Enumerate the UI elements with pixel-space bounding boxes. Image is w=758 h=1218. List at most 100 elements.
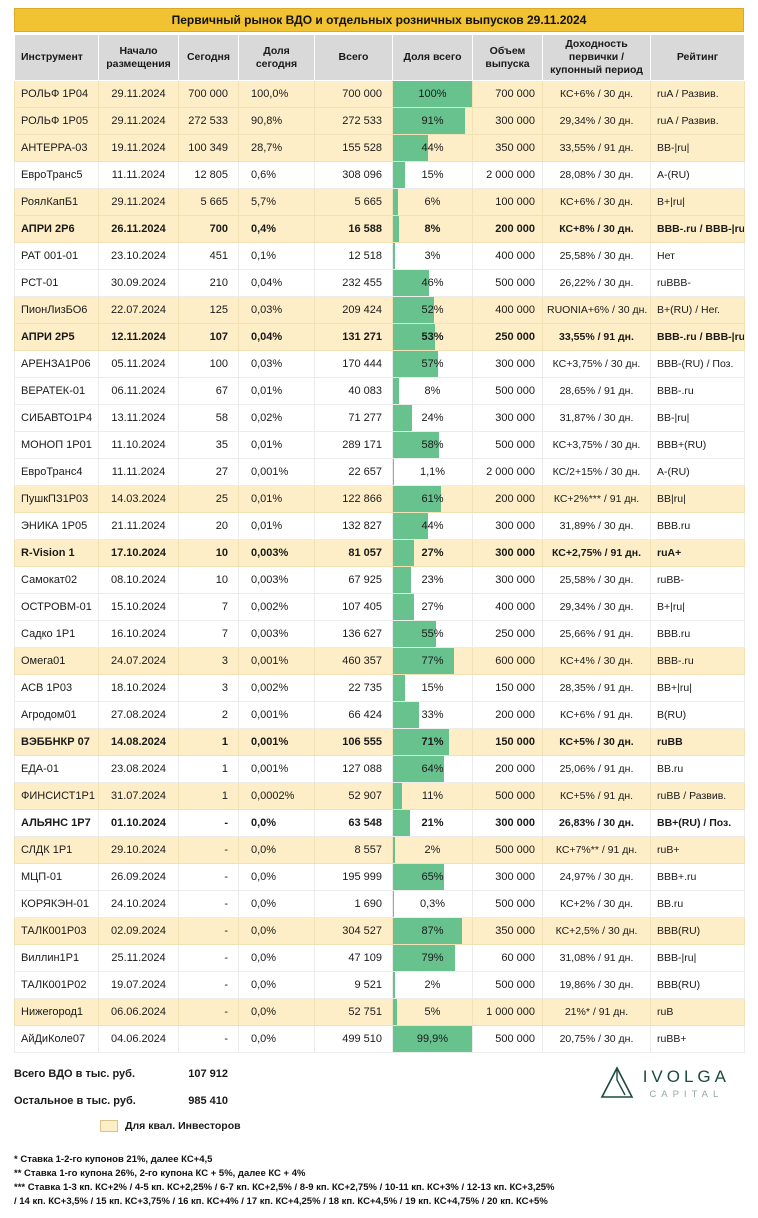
cell-share-total: 44% [393,513,473,540]
cell-share-total: 52% [393,297,473,324]
cell-instrument: Садко 1Р1 [15,621,99,648]
cell-share-today: 0,04% [239,324,315,351]
share-total-bar [393,675,405,701]
cell-share-total: 55% [393,621,473,648]
cell-today: 700 [179,216,239,243]
cell-volume: 500 000 [473,891,543,918]
col-header-today: Сегодня [179,35,239,81]
cell-total: 12 518 [315,243,393,270]
cell-total: 66 424 [315,702,393,729]
cell-rating: BB.ru [651,756,745,783]
cell-share-total: 79% [393,945,473,972]
share-total-label: 99,9% [417,1033,448,1045]
cell-total: 5 665 [315,189,393,216]
cell-volume: 2 000 000 [473,162,543,189]
cell-rating: ruBB [651,729,745,756]
cell-share-total: 58% [393,432,473,459]
cell-share-total: 100% [393,81,473,108]
cell-start-date: 25.11.2024 [99,945,179,972]
cell-coupon: 24,97% / 30 дн. [543,864,651,891]
cell-start-date: 05.11.2024 [99,351,179,378]
cell-today: 58 [179,405,239,432]
cell-total: 9 521 [315,972,393,999]
col-header-volume: Объем выпуска [473,35,543,81]
share-total-label: 5% [425,1006,441,1018]
cell-today: 5 665 [179,189,239,216]
cell-instrument: ВЕРАТЕК-01 [15,378,99,405]
cell-rating: BBB+.ru [651,864,745,891]
cell-rating: Нет [651,243,745,270]
cell-share-total: 23% [393,567,473,594]
cell-share-today: 0,04% [239,270,315,297]
cell-rating: BBB-.ru / BBB-|ru| [651,324,745,351]
cell-coupon: 29,34% / 30 дн. [543,108,651,135]
cell-volume: 400 000 [473,594,543,621]
cell-rating: BB+(RU) / Поз. [651,810,745,837]
cell-volume: 300 000 [473,405,543,432]
share-total-bar [393,972,395,998]
cell-today: 27 [179,459,239,486]
cell-share-today: 28,7% [239,135,315,162]
cell-rating: BB-|ru| [651,405,745,432]
share-total-bar [393,540,414,566]
cell-share-total: 15% [393,162,473,189]
summary-other-value: 985 410 [178,1088,238,1115]
footnote-3: *** Ставка 1-3 кп. КС+2% / 4-5 кп. КС+2,… [14,1181,559,1209]
cell-rating: ruBB+ [651,1026,745,1053]
cell-start-date: 02.09.2024 [99,918,179,945]
cell-coupon: КС+6% / 30 дн. [543,189,651,216]
share-total-label: 64% [421,763,443,775]
cell-share-total: 0,3% [393,891,473,918]
cell-today: 25 [179,486,239,513]
share-total-label: 15% [421,682,443,694]
cell-coupon: КС+3,75% / 30 дн. [543,432,651,459]
share-total-label: 79% [421,952,443,964]
share-total-label: 2% [425,979,441,991]
cell-share-total: 2% [393,837,473,864]
cell-start-date: 19.11.2024 [99,135,179,162]
cell-share-today: 100,0% [239,81,315,108]
cell-coupon: 31,89% / 30 дн. [543,513,651,540]
cell-start-date: 16.10.2024 [99,621,179,648]
cell-volume: 300 000 [473,540,543,567]
share-total-label: 53% [421,331,443,343]
table-header: Инструмент Начало размещения Сегодня Дол… [15,35,745,81]
cell-volume: 2 000 000 [473,459,543,486]
cell-total: 155 528 [315,135,393,162]
ivolga-triangle-icon [599,1065,635,1101]
cell-share-total: 27% [393,594,473,621]
cell-volume: 300 000 [473,810,543,837]
cell-instrument: ЭНИКА 1Р05 [15,513,99,540]
cell-total: 107 405 [315,594,393,621]
cell-share-today: 0,0002% [239,783,315,810]
cell-instrument: ВЭББНКР 07 [15,729,99,756]
cell-coupon: 28,08% / 30 дн. [543,162,651,189]
summary-total-vdo-label: Всего ВДО в тыс. руб. [14,1061,178,1088]
cell-total: 122 866 [315,486,393,513]
cell-instrument: ЕДА-01 [15,756,99,783]
cell-share-total: 77% [393,648,473,675]
cell-today: 2 [179,702,239,729]
cell-today: 12 805 [179,162,239,189]
cell-share-today: 0,001% [239,459,315,486]
cell-coupon: КС+6% / 30 дн. [543,81,651,108]
cell-share-today: 0,0% [239,1026,315,1053]
cell-coupon: КС+6% / 91 дн. [543,702,651,729]
cell-coupon: 28,65% / 91 дн. [543,378,651,405]
cell-instrument: АПРИ 2Р6 [15,216,99,243]
share-total-label: 57% [421,358,443,370]
cell-rating: ruA / Развив. [651,108,745,135]
cell-today: 210 [179,270,239,297]
cell-today: 20 [179,513,239,540]
